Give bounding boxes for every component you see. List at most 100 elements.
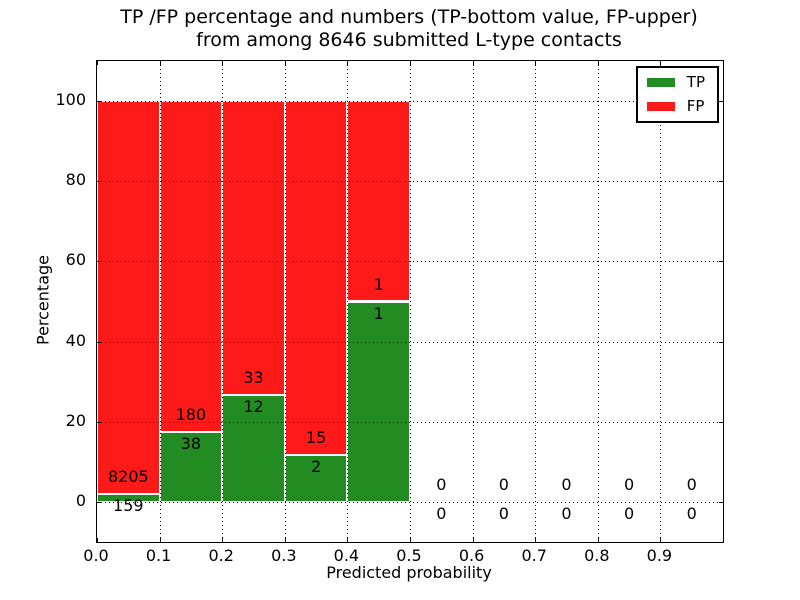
- x-tick-mark-top: [597, 61, 599, 65]
- x-tick-mark-top: [97, 61, 98, 65]
- bar-segment-tp: [347, 301, 410, 502]
- bar-segment-tp: [222, 395, 285, 502]
- v-gridline: [535, 61, 537, 542]
- fp-count-label: 8205: [107, 467, 149, 487]
- legend-label-fp: FP: [686, 97, 705, 115]
- v-gridline: [159, 61, 161, 542]
- x-tick-label: 0.6: [458, 546, 485, 565]
- fp-count-label: 0: [436, 474, 447, 494]
- plot-area: 8205 159 180 38 33 12 15 2 1 1 0 0 0 0 0 0 0 0 0 0 TP FP: [96, 60, 724, 543]
- bar-segment-fp: [97, 101, 160, 495]
- legend-label-tp: TP: [686, 73, 705, 91]
- tp-count-label: 2: [311, 456, 322, 476]
- x-tick-mark-top: [347, 61, 349, 65]
- tp-count-label: 0: [686, 503, 697, 523]
- x-tick-label: 0.1: [145, 546, 172, 565]
- y-tick-mark-right: [719, 501, 723, 503]
- x-tick-mark: [535, 538, 537, 542]
- x-tick-mark-top: [159, 61, 161, 65]
- bar-count-labels-layer: 8205 159 180 38 33 12 15 2 1 1 0 0 0 0 0 0 0 0 0 0: [97, 61, 723, 542]
- chart-title-line1: TP /FP percentage and numbers (TP-bottom…: [120, 6, 698, 28]
- x-tick-label: 0.7: [521, 546, 547, 565]
- x-tick-label: 0.9: [646, 546, 673, 565]
- tp-count-label: 159: [113, 496, 144, 516]
- y-tick-mark: [97, 181, 101, 183]
- bar-segment-fp: [284, 101, 348, 455]
- x-tick-label: 0.5: [396, 546, 422, 565]
- y-tick-mark-right: [719, 421, 723, 423]
- x-tick-mark-top: [410, 61, 411, 65]
- tp-count-label: 1: [373, 303, 384, 323]
- tp-count-label: 0: [624, 503, 635, 523]
- y-tick-mark: [97, 421, 101, 423]
- x-tick-mark-top: [284, 61, 286, 65]
- x-tick-label: 0.4: [333, 546, 360, 565]
- x-tick-mark: [347, 538, 349, 542]
- y-tick-mark: [97, 501, 101, 503]
- y-tick-label: 100: [55, 90, 86, 110]
- v-gridline: [597, 61, 599, 542]
- y-tick-label: 80: [65, 170, 86, 190]
- y-tick-mark-right: [719, 341, 723, 343]
- chart-title-line2: from among 8646 submitted L-type contact…: [196, 29, 622, 51]
- x-tick-label: 0.8: [584, 546, 610, 565]
- x-tick-mark: [660, 538, 662, 542]
- y-tick-mark-right: [719, 101, 723, 103]
- y-tick-mark: [97, 261, 101, 263]
- x-tick-mark: [472, 538, 474, 542]
- v-gridline: [660, 61, 662, 542]
- fp-count-label: 180: [175, 405, 207, 425]
- tp-count-label: 0: [436, 503, 447, 523]
- y-tick-mark: [97, 101, 101, 103]
- legend-entry-fp: FP: [646, 97, 705, 115]
- fp-count-label: 0: [561, 474, 572, 494]
- x-tick-mark-top: [472, 61, 474, 65]
- y-tick-mark-right: [719, 261, 723, 263]
- ticks-layer: [97, 61, 723, 542]
- bar-segment-tp: [97, 494, 160, 502]
- grid-layer: [97, 61, 723, 542]
- x-tick-label: 0.0: [83, 546, 109, 565]
- tp-count-label: 38: [180, 434, 202, 454]
- x-tick-label: 0.2: [208, 546, 234, 565]
- v-gridline: [347, 61, 349, 542]
- x-tick-mark: [597, 538, 599, 542]
- x-tick-mark: [222, 538, 224, 542]
- y-tick-label: 20: [65, 410, 86, 430]
- x-tick-mark-top: [660, 61, 662, 65]
- v-gridline: [472, 61, 474, 542]
- v-gridline: [284, 61, 286, 542]
- x-tick-mark: [97, 538, 98, 542]
- x-tick-mark-top: [535, 61, 537, 65]
- v-gridline: [222, 61, 224, 542]
- y-tick-label: 0: [75, 490, 86, 510]
- tp-color-swatch: [646, 78, 675, 87]
- fp-count-label: 0: [624, 474, 635, 494]
- bars-layer: [97, 61, 723, 542]
- fp-count-label: 33: [243, 368, 264, 388]
- bar-segment-tp: [284, 454, 348, 502]
- y-tick-label: 40: [65, 330, 86, 350]
- x-axis-label: Predicted probability: [326, 563, 492, 582]
- x-tick-mark: [159, 538, 161, 542]
- tp-count-label: 0: [561, 503, 572, 523]
- chart-title: TP /FP percentage and numbers (TP-bottom…: [96, 6, 722, 52]
- fp-count-label: 0: [686, 474, 697, 494]
- fp-color-swatch: [646, 102, 675, 111]
- bar-segment-fp: [159, 101, 223, 433]
- y-tick-label: 60: [65, 250, 86, 270]
- fp-count-label: 1: [373, 274, 384, 294]
- x-tick-mark: [410, 538, 411, 542]
- x-tick-label: 0.3: [271, 546, 297, 565]
- y-tick-mark-right: [719, 181, 723, 183]
- fp-count-label: 0: [498, 474, 509, 494]
- tp-count-label: 12: [243, 397, 264, 417]
- tp-count-label: 0: [498, 503, 509, 523]
- x-tick-mark: [284, 538, 286, 542]
- v-gridline: [410, 61, 411, 542]
- bar-segment-fp: [347, 101, 410, 302]
- y-tick-mark: [97, 341, 101, 343]
- legend-entry-tp: TP: [646, 73, 705, 91]
- fp-count-label: 15: [305, 427, 327, 447]
